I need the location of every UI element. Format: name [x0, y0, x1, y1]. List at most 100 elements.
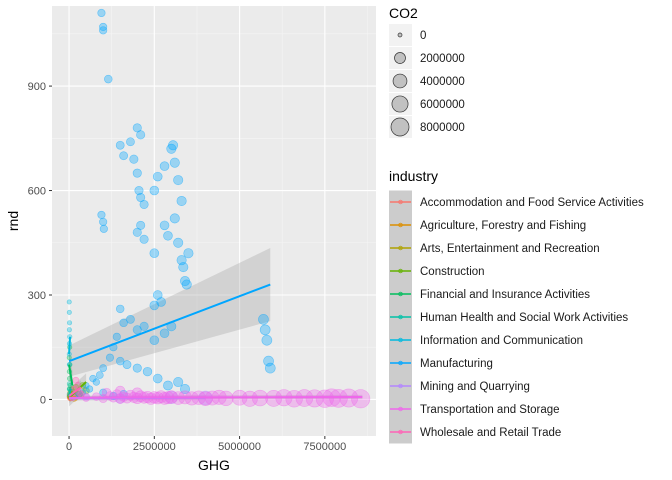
data-point	[72, 376, 80, 384]
size-legend-label: 6000000	[420, 99, 465, 111]
y-axis-title: rnd	[5, 211, 21, 231]
size-legend-label: 2000000	[420, 53, 465, 65]
data-point	[115, 304, 125, 314]
data-point	[173, 237, 184, 248]
data-point	[258, 314, 269, 325]
data-point	[136, 130, 146, 140]
data-point	[173, 175, 184, 186]
data-point	[263, 355, 274, 367]
color-legend-key-point	[398, 199, 403, 205]
data-point	[173, 377, 184, 388]
size-legend-key	[390, 117, 410, 137]
color-legend-key-point	[398, 429, 403, 435]
data-point	[99, 217, 108, 226]
confidence-band	[69, 247, 271, 377]
data-point	[122, 360, 132, 369]
data-point	[159, 220, 170, 231]
color-legend-key-point	[398, 383, 403, 389]
color-legend-title: industry	[389, 168, 438, 184]
data-point	[119, 151, 128, 161]
data-point	[181, 279, 192, 290]
color-legend-label: Arts, Entertainment and Recreation	[420, 243, 600, 255]
data-point	[139, 321, 149, 331]
data-point	[163, 231, 173, 241]
data-point	[176, 195, 187, 206]
x-tick-label: 0	[66, 441, 72, 453]
fit-lines	[68, 283, 363, 400]
data-point	[315, 389, 334, 408]
data-point	[134, 186, 144, 196]
size-legend-label: 0	[420, 30, 426, 42]
size-legend-key	[394, 52, 406, 64]
fit-line	[69, 396, 363, 399]
data-point	[285, 390, 303, 408]
data-point	[149, 248, 160, 258]
color-legend-label: Information and Communication	[420, 335, 583, 347]
color-legend-key-point	[398, 337, 403, 343]
data-point	[259, 324, 271, 336]
data-point	[97, 210, 106, 219]
data-point	[305, 389, 324, 408]
data-point	[152, 171, 163, 182]
y-tick-label: 600	[28, 186, 46, 198]
y-axis-ticks: 0 300 600 900	[28, 81, 52, 406]
data-point	[126, 314, 135, 324]
color-legend-key-point	[398, 245, 403, 251]
color-legend-key-point	[398, 291, 403, 297]
data-point	[163, 380, 173, 391]
data-point	[99, 22, 108, 31]
data-point	[97, 8, 106, 18]
fit-line	[68, 336, 72, 355]
x-tick-label: 5000000	[218, 441, 261, 453]
color-legend-label: Transportation and Storage	[420, 404, 560, 416]
y-tick-label: 0	[40, 394, 46, 406]
data-point	[139, 199, 149, 209]
data-point	[168, 140, 179, 151]
color-legend-key-point	[398, 360, 403, 366]
color-legend-key-point	[398, 314, 403, 320]
x-tick-label: 7500000	[303, 441, 346, 453]
color-legend-key-point	[398, 268, 403, 274]
data-point	[139, 234, 149, 244]
data-point	[126, 137, 135, 147]
data-point	[89, 374, 97, 383]
size-legend-title: CO2	[389, 5, 418, 21]
fit-line	[68, 386, 82, 397]
data-point	[66, 327, 72, 333]
data-point	[115, 385, 126, 396]
color-legend: Accommodation and Food Service Activitie…	[389, 190, 644, 444]
size-legend-label: 4000000	[420, 76, 465, 88]
data-point	[178, 262, 189, 273]
data-point	[265, 390, 283, 407]
data-point	[112, 332, 121, 341]
x-axis-title: GHG	[198, 457, 230, 473]
size-legend-label: 8000000	[420, 122, 465, 134]
data-point	[85, 385, 94, 393]
y-tick-label: 900	[28, 81, 46, 93]
data-point	[66, 355, 72, 361]
data-point	[136, 220, 146, 230]
size-legend-key	[392, 73, 408, 89]
color-legend-label: Financial and Insurance Activities	[420, 289, 590, 301]
data-point	[95, 371, 104, 379]
color-legend-label: Human Health and Social Work Activities	[420, 312, 628, 324]
data-point	[152, 373, 163, 384]
color-legend-key-point	[398, 406, 403, 412]
data-point	[66, 309, 72, 315]
data-point	[115, 356, 125, 366]
data-point	[67, 320, 73, 326]
color-legend-label: Accommodation and Food Service Activitie…	[420, 197, 644, 209]
data-point	[169, 213, 180, 224]
color-legend-label: Manufacturing	[420, 358, 493, 370]
size-legend-key	[397, 32, 403, 38]
data-point	[149, 335, 160, 346]
data-point	[183, 248, 194, 259]
data-point	[218, 390, 234, 407]
color-legend-label: Mining and Quarrying	[420, 381, 530, 393]
color-legend-label: Construction	[420, 266, 485, 278]
plot-panel	[52, 6, 376, 436]
data-point	[119, 318, 128, 328]
data-point	[77, 390, 85, 398]
data-point	[132, 168, 142, 178]
